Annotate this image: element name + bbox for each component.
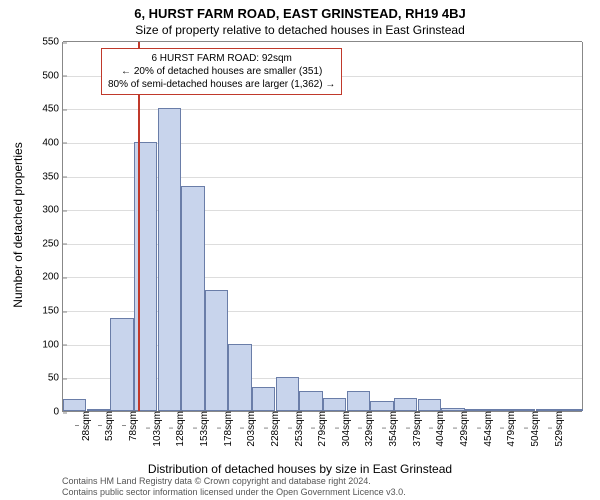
x-tick: 203sqm [240,411,257,447]
x-tick: 53sqm [98,411,115,441]
footer-line1: Contains HM Land Registry data © Crown c… [62,476,406,487]
x-tick: 529sqm [548,411,565,447]
footer-line2: Contains public sector information licen… [62,487,406,498]
histogram-bar [63,399,86,411]
histogram-bar [252,387,275,411]
histogram-bar [181,186,204,411]
chart-title-main: 6, HURST FARM ROAD, EAST GRINSTEAD, RH19… [0,0,600,21]
histogram-bar [299,391,322,411]
y-tick: 500 [42,70,63,81]
x-tick: 354sqm [382,411,399,447]
histogram-bar [347,391,370,411]
chart-container: 6, HURST FARM ROAD, EAST GRINSTEAD, RH19… [0,0,600,500]
marker-line [138,42,140,411]
y-tick: 550 [42,37,63,48]
y-tick: 50 [48,373,63,384]
histogram-bar [276,377,299,411]
x-tick: 228sqm [264,411,281,447]
footer-attribution: Contains HM Land Registry data © Crown c… [62,476,406,498]
histogram-bar [418,399,441,411]
histogram-bar [228,344,251,411]
x-tick: 78sqm [122,411,139,441]
x-tick: 329sqm [358,411,375,447]
x-tick: 153sqm [193,411,210,447]
histogram-bar [205,290,228,411]
x-axis-label: Distribution of detached houses by size … [148,462,452,476]
histogram-bar [323,398,346,411]
y-tick: 350 [42,171,63,182]
annotation-box: 6 HURST FARM ROAD: 92sqm ← 20% of detach… [101,48,342,95]
x-tick: 504sqm [524,411,541,447]
histogram-bar [370,401,393,411]
y-tick: 450 [42,104,63,115]
chart-title-sub: Size of property relative to detached ho… [0,21,600,37]
y-tick: 200 [42,272,63,283]
histogram-bar [110,318,133,411]
x-tick: 253sqm [288,411,305,447]
annotation-line2: ← 20% of detached houses are smaller (35… [108,65,335,78]
y-tick: 250 [42,238,63,249]
x-tick: 128sqm [169,411,186,447]
histogram-bar [158,108,181,411]
y-tick: 300 [42,205,63,216]
x-tick: 479sqm [500,411,517,447]
x-tick: 279sqm [311,411,328,447]
x-tick: 429sqm [453,411,470,447]
y-tick: 400 [42,137,63,148]
y-tick: 0 [53,407,63,418]
x-tick: 404sqm [429,411,446,447]
y-tick: 150 [42,306,63,317]
annotation-line1: 6 HURST FARM ROAD: 92sqm [108,52,335,65]
x-tick: 379sqm [406,411,423,447]
plot-area: 05010015020025030035040045050055028sqm53… [62,42,582,412]
annotation-line3: 80% of semi-detached houses are larger (… [108,78,335,91]
x-tick: 454sqm [477,411,494,447]
histogram-bar [394,398,417,411]
gridline [63,109,582,110]
x-tick: 28sqm [75,411,92,441]
x-tick: 304sqm [335,411,352,447]
y-tick: 100 [42,339,63,350]
x-tick: 103sqm [146,411,163,447]
y-axis-label: Number of detached properties [11,142,25,307]
x-tick: 178sqm [217,411,234,447]
